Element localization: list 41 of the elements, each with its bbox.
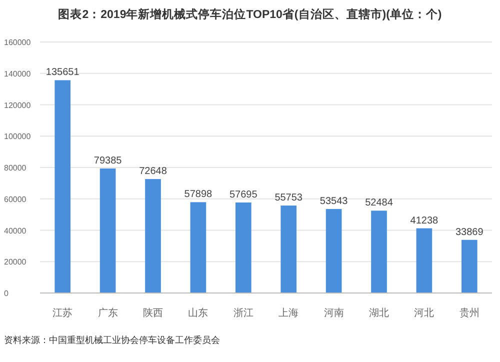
x-tick-label: 山东 bbox=[188, 307, 208, 319]
bar bbox=[145, 179, 161, 293]
bar bbox=[235, 202, 252, 293]
data-label: 53543 bbox=[320, 196, 348, 208]
x-tick-label: 河北 bbox=[414, 307, 434, 319]
y-tick-label: 60000 bbox=[4, 194, 27, 204]
data-label: 72648 bbox=[139, 166, 168, 178]
data-label: 79385 bbox=[94, 155, 122, 166]
x-tick-label: 贵州 bbox=[459, 307, 480, 319]
bar bbox=[100, 168, 116, 293]
y-tick-label: 0 bbox=[4, 289, 9, 298]
data-label: 33869 bbox=[455, 226, 484, 238]
x-tick-label: 湖北 bbox=[369, 307, 389, 319]
bar bbox=[190, 202, 206, 293]
x-tick-label: 江苏 bbox=[52, 307, 73, 319]
bar bbox=[54, 80, 71, 293]
chart-title: 图表2：2019年新增机械式停车泊位TOP10省(自治区、直辖市)(单位：个) bbox=[58, 7, 442, 21]
bar bbox=[280, 206, 297, 293]
data-label: 57695 bbox=[229, 189, 258, 200]
y-tick-label: 20000 bbox=[4, 258, 27, 267]
y-tick-label: 80000 bbox=[4, 164, 27, 172]
data-label: 135651 bbox=[46, 67, 80, 78]
x-tick-label: 陕西 bbox=[143, 307, 163, 319]
bar bbox=[371, 210, 387, 293]
x-tick-label: 广东 bbox=[98, 307, 118, 319]
y-tick-label: 160000 bbox=[4, 38, 32, 47]
y-tick-label: 140000 bbox=[4, 69, 32, 78]
bar bbox=[416, 228, 432, 293]
data-label: 57898 bbox=[184, 189, 213, 200]
data-label: 55753 bbox=[274, 192, 303, 204]
data-label: 41238 bbox=[410, 215, 439, 226]
text: 资料来源：中国重型机械工业协会停车设备工作委员会 bbox=[4, 335, 220, 345]
y-tick-label: 40000 bbox=[4, 226, 27, 236]
y-tick-label: 120000 bbox=[4, 100, 32, 110]
y-tick-label: 100000 bbox=[4, 132, 32, 142]
x-tick-label: 浙江 bbox=[233, 307, 254, 319]
data-label: 52484 bbox=[365, 198, 394, 209]
x-tick-label: 河南 bbox=[324, 307, 344, 319]
x-tick-label: 上海 bbox=[278, 307, 299, 319]
bar bbox=[461, 240, 478, 293]
bar bbox=[326, 209, 342, 293]
